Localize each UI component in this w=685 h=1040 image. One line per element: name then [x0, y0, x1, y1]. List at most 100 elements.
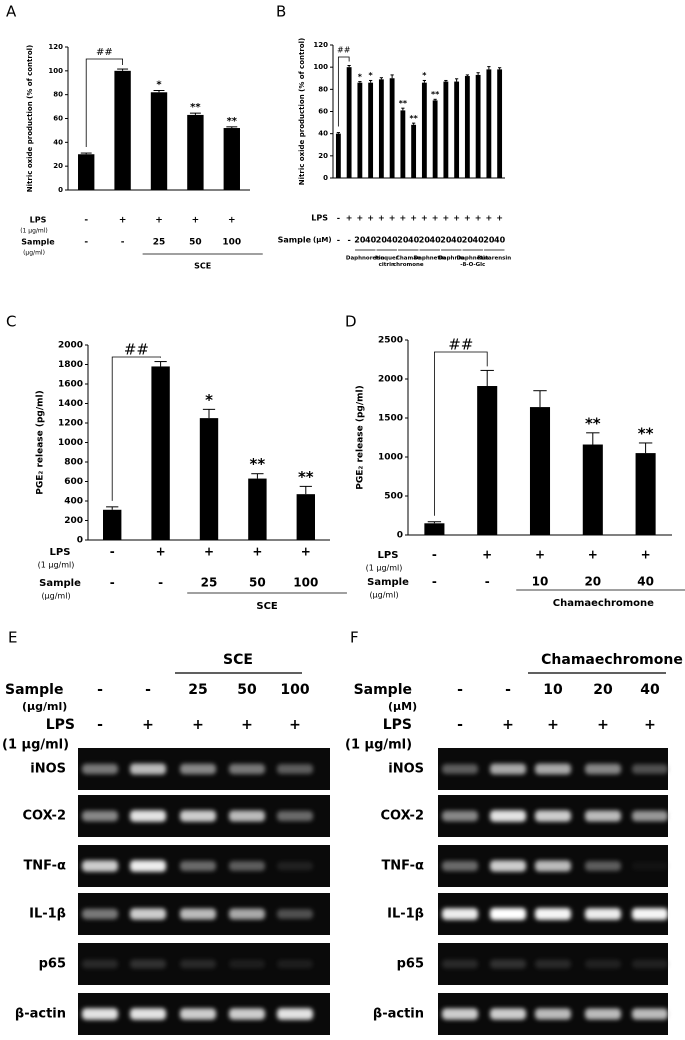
band — [130, 860, 166, 872]
band — [535, 908, 571, 920]
row-label: Sample — [21, 238, 55, 247]
row-label: Sample — [278, 236, 312, 245]
band — [490, 763, 526, 775]
band-label: β-actin — [373, 1007, 424, 1022]
significance: ** — [227, 116, 238, 127]
row-cell: - — [347, 236, 350, 245]
band — [277, 764, 313, 774]
band-label: TNF-α — [23, 859, 66, 874]
y-tick-label: 200 — [64, 516, 83, 526]
bar — [223, 128, 240, 190]
bar — [635, 453, 656, 535]
band — [82, 1008, 118, 1020]
band — [82, 959, 118, 969]
bar — [411, 124, 417, 178]
y-tick-label: 20 — [53, 162, 63, 170]
panel-letter: B — [276, 3, 286, 21]
bar — [368, 82, 374, 178]
group-label: chromone — [393, 262, 424, 268]
row-cell: 40 — [637, 575, 654, 589]
y-tick-label: 600 — [64, 477, 83, 487]
row-cell: + — [142, 717, 154, 733]
row-cell: - — [97, 682, 103, 698]
group-label: Daphnetin — [457, 256, 489, 262]
y-tick-label: 2000 — [58, 341, 83, 351]
significance: * — [422, 71, 427, 80]
band — [82, 763, 118, 775]
band-label: p65 — [39, 957, 66, 972]
row-label: Sample — [5, 682, 63, 698]
row-cell: + — [119, 216, 127, 226]
group-label: -8-O-Glc — [460, 262, 485, 268]
group-label: Chamaechromone — [553, 598, 654, 609]
comparison-label: ## — [96, 47, 113, 58]
y-tick-label: 2000 — [378, 375, 403, 385]
gel-title: SCE — [223, 652, 253, 668]
row-cell: - — [158, 576, 163, 590]
bar — [103, 509, 122, 540]
row-cell: + — [502, 717, 514, 733]
row-cell: 20 — [462, 236, 474, 245]
band — [229, 810, 265, 822]
panel-letter: D — [345, 313, 357, 331]
bar — [464, 76, 470, 178]
row-unit: (μM) — [388, 700, 417, 713]
row-cell: 100 — [222, 238, 241, 248]
row-cell: 40 — [640, 682, 660, 698]
band — [490, 810, 526, 822]
band — [535, 810, 571, 822]
band — [535, 860, 571, 872]
bar — [389, 78, 395, 178]
band — [490, 860, 526, 872]
comparison-label: ## — [337, 46, 351, 55]
row-cell: + — [547, 717, 559, 733]
y-tick-label: 80 — [318, 85, 328, 93]
y-axis-label: PGE₂ release (pg/ml) — [36, 390, 46, 494]
significance: ** — [190, 102, 201, 113]
band — [180, 763, 216, 775]
row-label: LPS — [46, 717, 75, 733]
band — [585, 1008, 621, 1020]
row-cell: 10 — [543, 682, 563, 698]
row-cell: - — [432, 575, 437, 589]
significance: ** — [585, 414, 601, 432]
band — [130, 763, 166, 775]
row-cell: 40 — [408, 236, 420, 245]
significance: ** — [431, 90, 440, 99]
band — [442, 959, 478, 969]
row-cell: + — [156, 545, 166, 559]
band — [585, 959, 621, 969]
group-label: Daphnin — [438, 256, 464, 262]
bar — [78, 154, 95, 190]
row-cell: - — [457, 717, 463, 733]
band — [180, 959, 216, 969]
significance: ** — [298, 468, 314, 486]
y-tick-label: 1400 — [58, 399, 83, 409]
significance: ** — [399, 99, 408, 108]
row-cell: 20 — [354, 236, 366, 245]
row-label: LPS — [311, 214, 328, 223]
row-cell: + — [301, 545, 311, 559]
comparison-bracket — [111, 356, 161, 501]
row-cell: + — [443, 214, 450, 223]
row-cell: + — [464, 214, 471, 223]
band-label: iNOS — [30, 762, 66, 777]
band — [490, 908, 526, 920]
row-cell: 50 — [237, 682, 257, 698]
y-tick-label: 0 — [323, 174, 328, 182]
y-tick-label: 2500 — [378, 336, 403, 346]
row-cell: 20 — [584, 575, 601, 589]
band — [130, 908, 166, 920]
band — [535, 763, 571, 775]
row-cell: + — [482, 548, 492, 562]
row-cell: + — [346, 214, 353, 223]
group-label: citrin — [379, 262, 395, 268]
band — [180, 810, 216, 822]
band-label: COX-2 — [22, 809, 66, 824]
row-cell: + — [252, 545, 262, 559]
row-cell: - — [110, 576, 115, 590]
bar — [378, 79, 384, 178]
row-cell: - — [337, 214, 340, 223]
band — [229, 1008, 265, 1020]
